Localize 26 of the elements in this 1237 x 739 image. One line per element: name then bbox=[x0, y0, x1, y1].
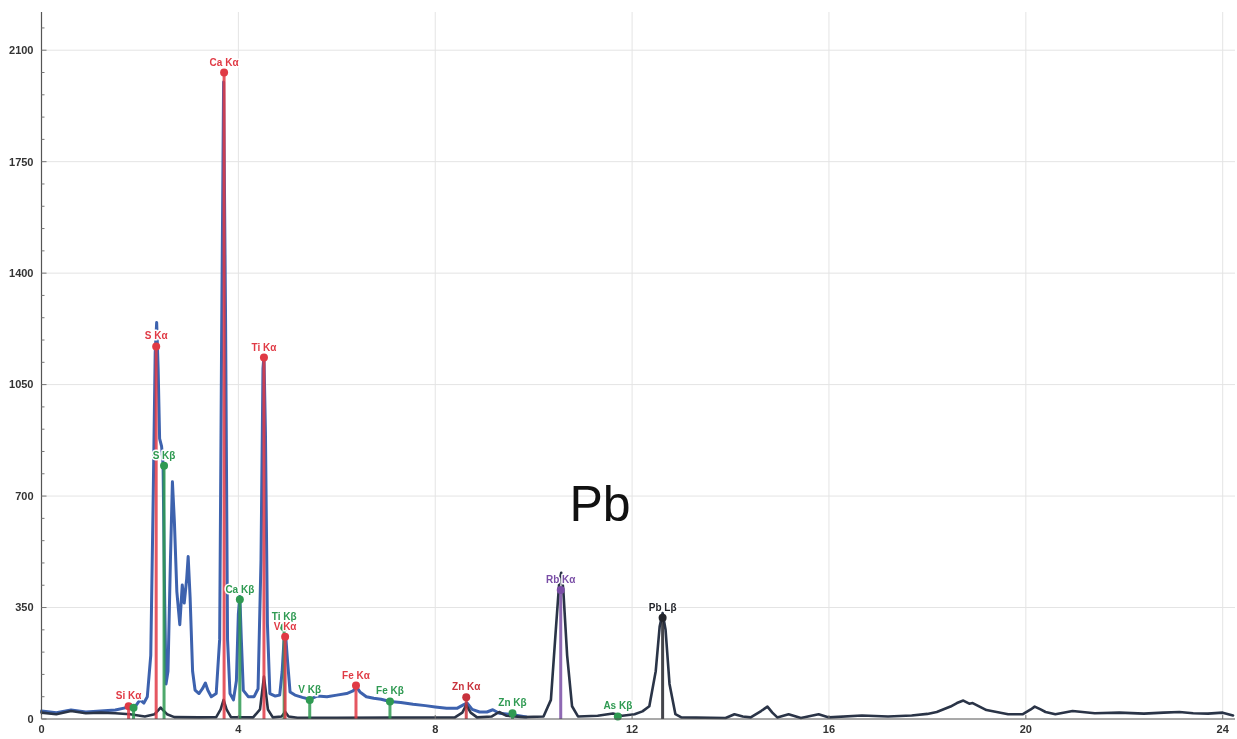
y-tick-label: 1750 bbox=[9, 155, 34, 168]
annotation: Ti Kα bbox=[251, 341, 278, 353]
annotation: V Kβ bbox=[298, 683, 322, 695]
x-tick-label: 8 bbox=[432, 723, 439, 735]
y-tick-label: 1400 bbox=[9, 266, 34, 279]
x-tick-label: 24 bbox=[1216, 723, 1230, 735]
annotation: Si Kα bbox=[115, 690, 143, 702]
annotation: Fe Kβ bbox=[376, 685, 404, 697]
x-tick-label: 16 bbox=[822, 723, 836, 735]
annotation: Fe Kα bbox=[342, 669, 371, 681]
annotation: Pb Lβ bbox=[648, 601, 677, 613]
text: Pb bbox=[569, 476, 631, 532]
y-tick-label: 700 bbox=[15, 489, 34, 502]
annotation: Zn Kα bbox=[452, 681, 482, 693]
x-tick-label: 0 bbox=[38, 723, 45, 735]
y-tick-label: 2100 bbox=[9, 44, 34, 57]
x-tick-label: 12 bbox=[625, 723, 639, 735]
y-tick-label: 1050 bbox=[9, 378, 34, 391]
annotation: Ca Kα bbox=[209, 56, 240, 68]
annotation: Zn Kβ bbox=[498, 697, 527, 709]
x-tick-label: 20 bbox=[1019, 723, 1032, 735]
y-tick-label: 350 bbox=[15, 601, 34, 614]
annotation: As Kβ bbox=[603, 700, 633, 712]
annotation: Ti Kβ bbox=[271, 611, 297, 623]
y-tick-label: 0 bbox=[27, 712, 34, 725]
x-tick-label: 4 bbox=[235, 723, 243, 735]
